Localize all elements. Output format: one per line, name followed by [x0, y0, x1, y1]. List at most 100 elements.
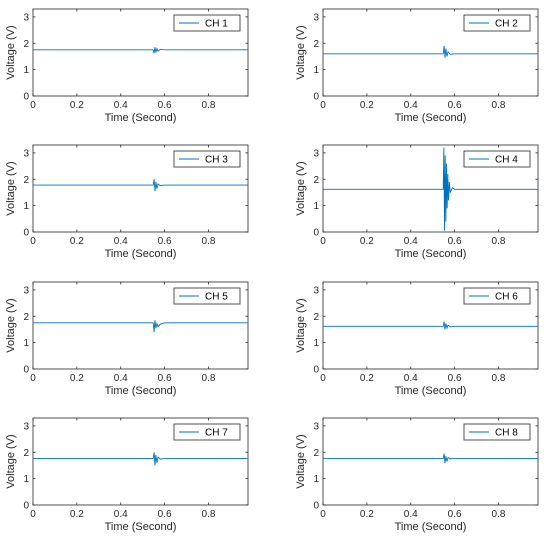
legend: CH 8 — [463, 423, 531, 441]
legend-label: CH 2 — [495, 19, 518, 30]
y-tick-label: 0 — [23, 365, 29, 376]
x-tick-label: 0.8 — [202, 236, 216, 247]
y-tick-label: 0 — [313, 501, 319, 512]
y-tick-label: 2 — [23, 312, 29, 323]
legend: CH 4 — [463, 150, 531, 168]
series-line — [323, 147, 538, 231]
y-tick-label: 0 — [23, 501, 29, 512]
x-tick-label: 0.6 — [448, 509, 462, 520]
x-tick-label: 0 — [30, 373, 36, 384]
x-tick-label: 0.4 — [114, 373, 128, 384]
y-tick-label: 0 — [23, 92, 29, 103]
y-tick-label: 1 — [23, 65, 29, 76]
x-tick-label: 0.6 — [158, 373, 172, 384]
x-tick-label: 0 — [30, 509, 36, 520]
legend-box — [173, 14, 241, 32]
x-tick-label: 0.4 — [114, 236, 128, 247]
y-axis-label: Voltage (V) — [295, 161, 307, 215]
y-axis-label: Voltage (V) — [295, 25, 307, 79]
x-axis-label: Time (Second) — [105, 385, 177, 397]
legend-label: CH 4 — [495, 155, 518, 166]
chart-panel-3: 0 0.2 0.4 0.6 0.8 0 1 2 3 Time (Second) Voltage (V… — [5, 144, 249, 260]
x-axis-label: Time (Second) — [395, 521, 467, 533]
y-tick-label: 1 — [23, 338, 29, 349]
legend-box — [173, 423, 241, 441]
y-tick-label: 3 — [23, 421, 29, 432]
y-tick-label: 0 — [313, 228, 319, 239]
x-tick-label: 0.8 — [492, 236, 506, 247]
legend-box — [463, 423, 531, 441]
legend-label: CH 7 — [205, 428, 228, 439]
x-tick-label: 0.4 — [404, 509, 418, 520]
legend-box — [463, 287, 531, 305]
x-tick-label: 0.8 — [492, 509, 506, 520]
x-tick-label: 0.6 — [158, 236, 172, 247]
x-tick-label: 0 — [30, 100, 36, 111]
y-tick-label: 3 — [313, 148, 319, 159]
x-tick-label: 0.8 — [202, 100, 216, 111]
series-line — [323, 453, 538, 464]
x-tick-label: 0.4 — [114, 100, 128, 111]
y-axis-label: Voltage (V) — [5, 434, 17, 488]
x-tick-label: 0.6 — [448, 236, 462, 247]
y-tick-label: 2 — [313, 312, 319, 323]
x-tick-label: 0 — [320, 100, 326, 111]
x-axis-label: Time (Second) — [395, 385, 467, 397]
legend: CH 5 — [173, 287, 241, 305]
x-tick-label: 0.6 — [448, 373, 462, 384]
legend-label: CH 8 — [495, 428, 518, 439]
y-tick-label: 2 — [313, 175, 319, 186]
x-tick-label: 0.6 — [448, 100, 462, 111]
series-line — [323, 321, 538, 330]
x-axis-label: Time (Second) — [105, 112, 177, 124]
series-line — [323, 45, 538, 58]
legend-box — [463, 14, 531, 32]
y-tick-label: 3 — [313, 421, 319, 432]
x-tick-label: 0.4 — [404, 373, 418, 384]
x-tick-label: 0.2 — [70, 509, 84, 520]
legend-label: CH 3 — [205, 155, 228, 166]
x-tick-label: 0.6 — [158, 509, 172, 520]
y-tick-label: 0 — [313, 365, 319, 376]
legend: CH 7 — [173, 423, 241, 441]
y-tick-label: 3 — [313, 285, 319, 296]
x-tick-label: 0.4 — [114, 509, 128, 520]
y-axis-label: Voltage (V) — [5, 25, 17, 79]
x-axis-label: Time (Second) — [395, 112, 467, 124]
y-tick-label: 2 — [23, 175, 29, 186]
x-axis-label: Time (Second) — [105, 521, 177, 533]
x-tick-label: 0 — [320, 509, 326, 520]
chart-panel-6: 0 0.2 0.4 0.6 0.8 0 1 2 3 Time (Second) Voltage (V… — [295, 281, 539, 397]
x-tick-label: 0.2 — [360, 100, 374, 111]
legend: CH 6 — [463, 287, 531, 305]
chart-panel-1: 0 0.2 0.4 0.6 0.8 0 1 2 3 Time (Second) Voltage (V… — [5, 8, 249, 124]
y-tick-label: 1 — [313, 474, 319, 485]
y-tick-label: 3 — [313, 12, 319, 23]
legend-label: CH 5 — [205, 292, 228, 303]
legend-box — [173, 150, 241, 168]
x-tick-label: 0.2 — [360, 509, 374, 520]
chart-panel-4: 0 0.2 0.4 0.6 0.8 0 1 2 3 Time (Second) Voltage (V… — [295, 144, 539, 260]
legend-label: CH 6 — [495, 292, 518, 303]
chart-panel-5: 0 0.2 0.4 0.6 0.8 0 1 2 3 Time (Second) Voltage (V… — [5, 281, 249, 397]
x-axis-label: Time (Second) — [105, 248, 177, 260]
x-tick-label: 0.6 — [158, 100, 172, 111]
legend-box — [463, 150, 531, 168]
y-axis-label: Voltage (V) — [295, 298, 307, 352]
x-tick-label: 0.2 — [70, 236, 84, 247]
y-tick-label: 0 — [23, 228, 29, 239]
y-axis-label: Voltage (V) — [5, 298, 17, 352]
x-tick-label: 0.4 — [404, 100, 418, 111]
y-tick-label: 1 — [313, 338, 319, 349]
x-tick-label: 0.2 — [360, 236, 374, 247]
y-axis-label: Voltage (V) — [5, 161, 17, 215]
y-tick-label: 3 — [23, 285, 29, 296]
y-tick-label: 3 — [23, 148, 29, 159]
y-tick-label: 2 — [313, 448, 319, 459]
y-tick-label: 0 — [313, 92, 319, 103]
legend-box — [173, 287, 241, 305]
y-tick-label: 1 — [23, 474, 29, 485]
series-line — [33, 320, 248, 333]
x-tick-label: 0 — [320, 373, 326, 384]
